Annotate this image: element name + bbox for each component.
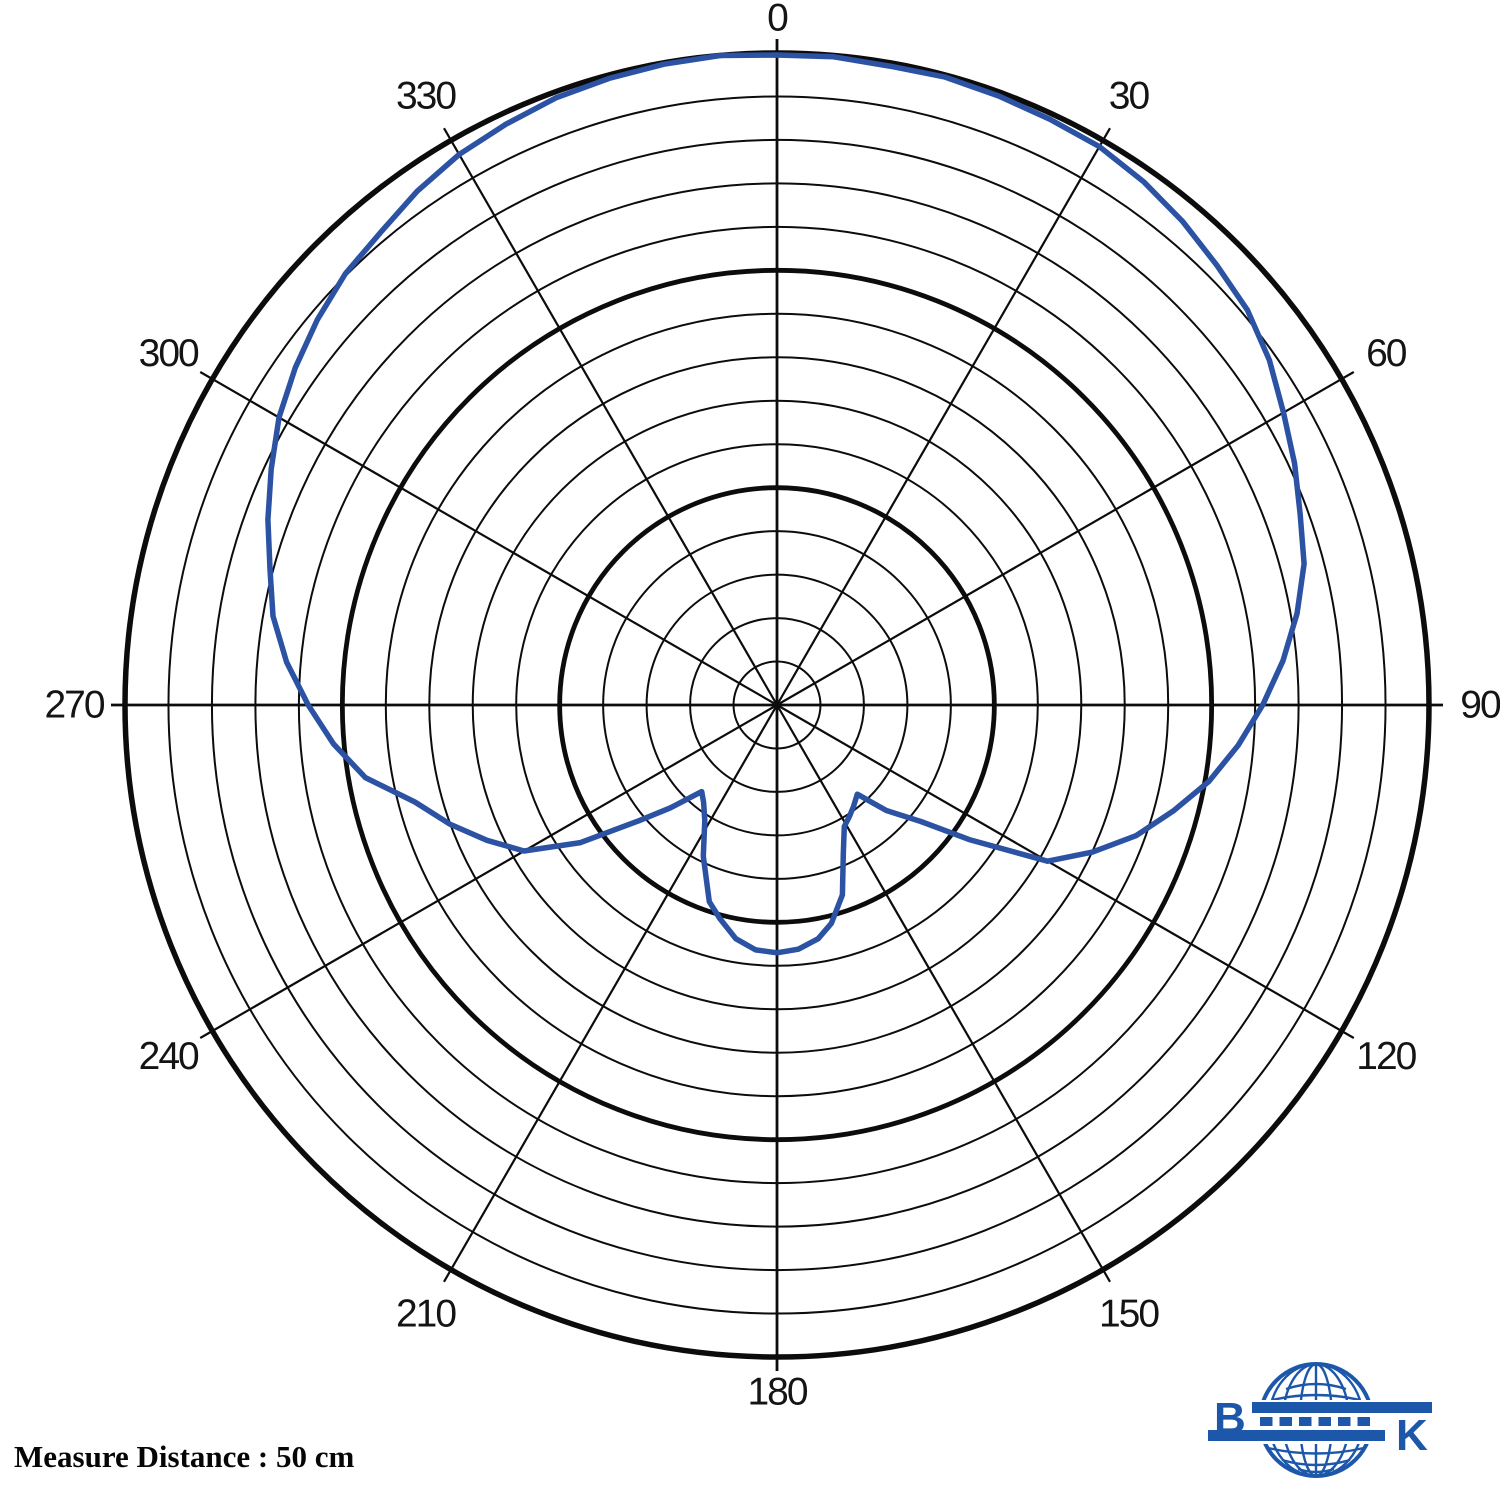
grid-spokes (111, 39, 1443, 1371)
bk-logo-letter-k: K (1396, 1411, 1428, 1460)
bk-logo-letter-b: B (1214, 1394, 1246, 1443)
angle-label-120: 120 (1356, 1035, 1416, 1078)
logo-dash (1338, 1417, 1351, 1426)
grid-spoke (776, 371, 1355, 706)
bk-logo: B K (1208, 1362, 1432, 1478)
globe-latitude (1281, 1458, 1351, 1467)
globe-latitude (1271, 1393, 1361, 1402)
globe-icon (1208, 1362, 1432, 1478)
logo-top-bar (1252, 1402, 1432, 1413)
grid-spoke (199, 371, 778, 706)
grid-spoke (199, 704, 778, 1039)
grid-spoke (776, 704, 1111, 1283)
angle-label-180: 180 (747, 1371, 807, 1414)
angle-label-30: 30 (1109, 75, 1150, 118)
angle-label-210: 210 (396, 1292, 456, 1335)
angle-label-300: 300 (139, 332, 199, 375)
grid-spoke (443, 127, 778, 706)
globe-latitude (1297, 1467, 1335, 1474)
angle-label-0: 0 (767, 0, 788, 40)
measurement-info: Measure Distance : 50 cm Test Instrument… (14, 1372, 617, 1500)
grid-spoke (443, 704, 778, 1283)
logo-dash (1260, 1417, 1273, 1426)
logo-dash (1279, 1417, 1292, 1426)
angle-label-330: 330 (396, 75, 456, 118)
angle-label-60: 60 (1366, 332, 1407, 375)
logo-dash (1357, 1417, 1370, 1426)
logo-bottom-bar (1208, 1430, 1385, 1441)
grid-spoke (776, 127, 1111, 706)
globe-latitude (1285, 1382, 1347, 1391)
grid-spoke (776, 704, 1355, 1039)
angle-label-240: 240 (139, 1035, 199, 1078)
angle-label-90: 90 (1460, 684, 1500, 727)
angle-label-270: 270 (44, 684, 104, 727)
logo-dash (1318, 1417, 1331, 1426)
response-curve (265, 52, 1307, 956)
globe-latitude (1267, 1446, 1365, 1455)
angle-labels: 0 30 60 90 120 150 180 210 240 270 300 330 (44, 0, 1500, 1414)
angle-label-150: 150 (1099, 1292, 1159, 1335)
logo-dash (1299, 1417, 1312, 1426)
measure-distance-text: Measure Distance : 50 cm (14, 1439, 355, 1474)
